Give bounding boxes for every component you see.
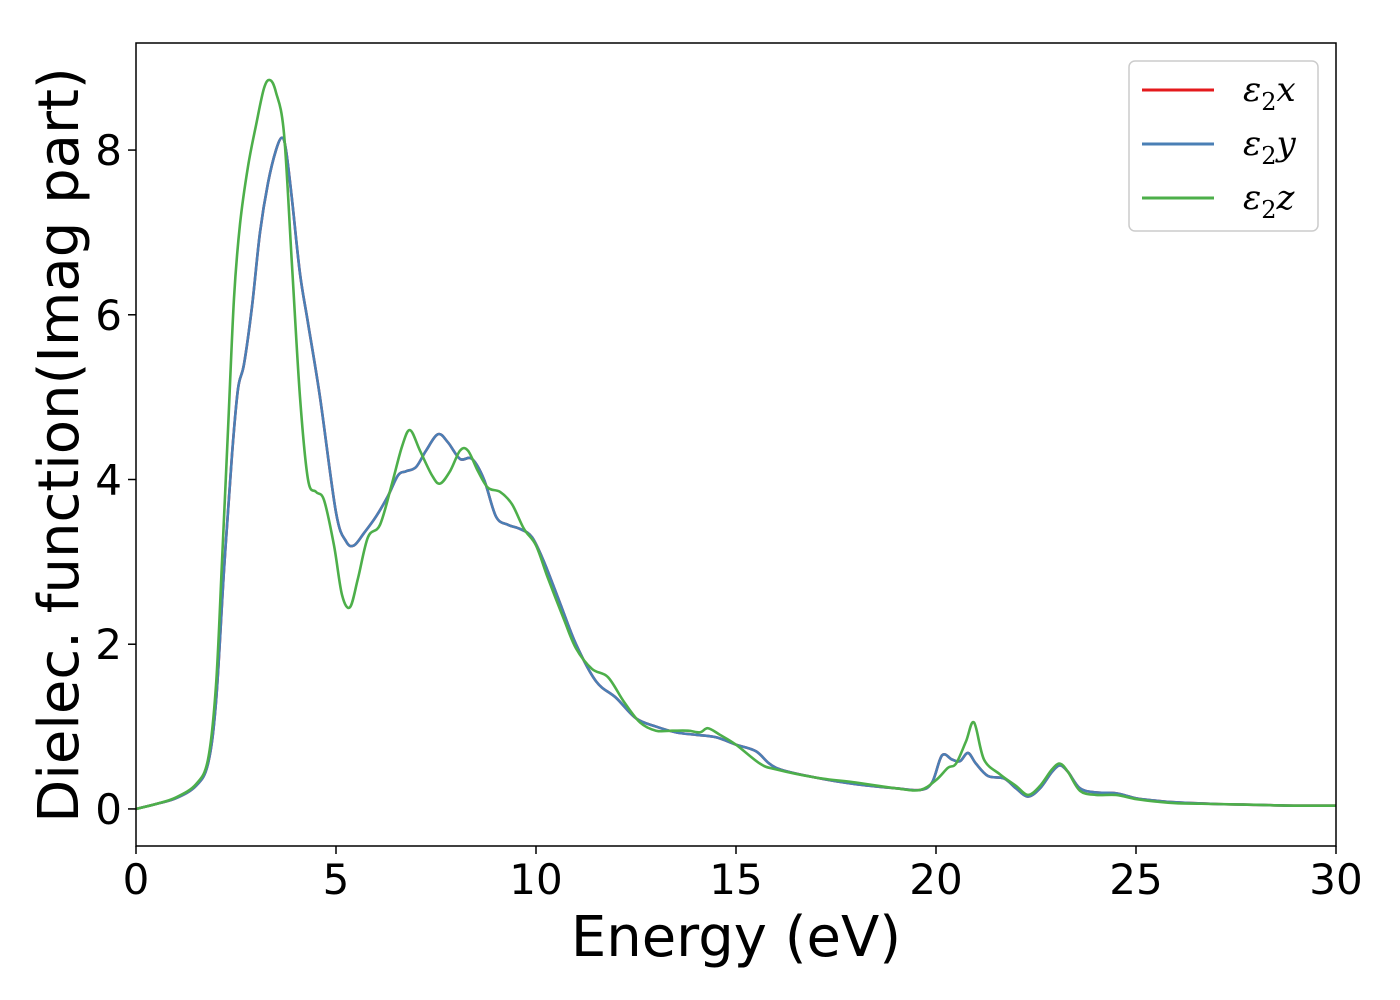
- legend-label-x: ε2x: [1243, 70, 1296, 116]
- x-tick-label: 15: [709, 855, 762, 904]
- y-tick-label: 8: [95, 126, 122, 175]
- x-tick-label: 20: [909, 855, 962, 904]
- y-tick-label: 2: [95, 620, 122, 669]
- x-tick-label: 10: [509, 855, 562, 904]
- legend-box: [1128, 60, 1319, 232]
- series-line-z: [136, 78, 1336, 811]
- y-axis-label: Dielec. function(Imag part): [27, 67, 92, 823]
- series-line-y: [136, 136, 1336, 811]
- y-tick-label: 0: [95, 785, 122, 834]
- series-line-x: [136, 136, 1336, 811]
- legend-label-z: ε2z: [1243, 178, 1296, 224]
- legend-label-y: ε2y: [1243, 124, 1297, 170]
- x-axis-label: Energy (eV): [571, 905, 901, 970]
- y-tick-label: 6: [95, 291, 122, 340]
- x-ticks: 0 5 10 15 20 25 30: [123, 846, 1363, 904]
- x-tick-label: 25: [1109, 855, 1162, 904]
- y-ticks: 0 2 4 6 8: [95, 126, 136, 834]
- x-tick-label: 5: [323, 855, 350, 904]
- legend: ε2x ε2y ε2z: [1128, 60, 1319, 232]
- x-tick-label: 0: [123, 855, 150, 904]
- lines-layer: [136, 78, 1336, 811]
- x-tick-label: 30: [1309, 855, 1362, 904]
- y-tick-label: 4: [95, 456, 122, 505]
